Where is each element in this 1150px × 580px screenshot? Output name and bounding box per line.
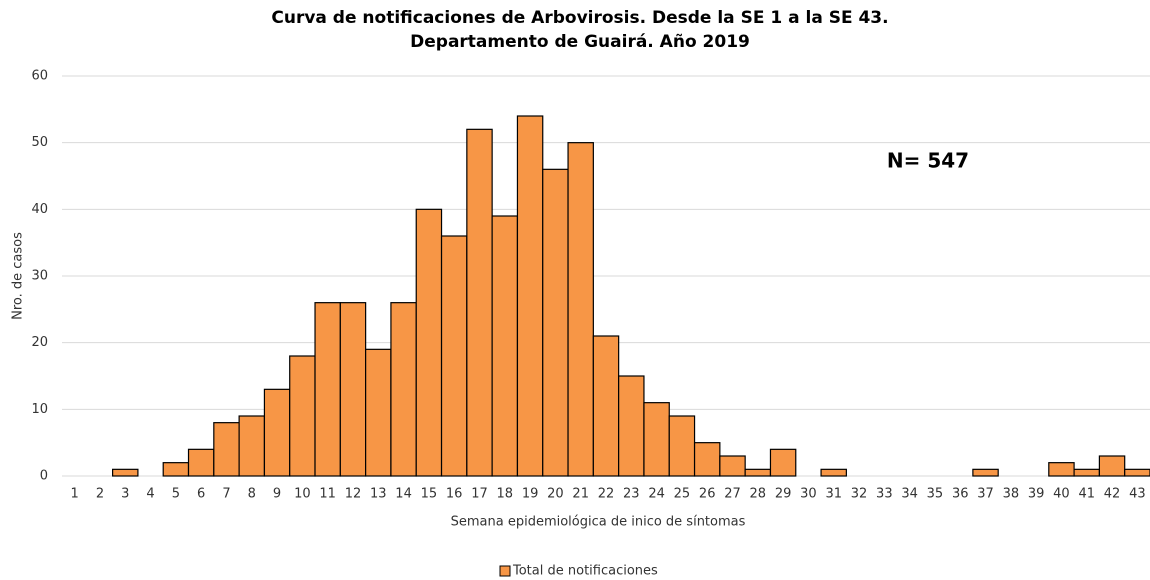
bar (263, 388, 291, 477)
bar (466, 128, 493, 477)
x-tick-label: 43 (1129, 487, 1146, 502)
x-tick-label: 17 (471, 487, 488, 502)
x-tick-label: 30 (800, 487, 817, 502)
bar (365, 348, 392, 477)
bar (112, 468, 139, 477)
x-axis-label: Semana epidemiológica de inico de síntom… (451, 515, 746, 530)
x-tick-label: 37 (977, 487, 994, 502)
bar (693, 442, 721, 477)
x-tick-label: 31 (825, 487, 842, 502)
x-tick-label: 11 (319, 487, 336, 502)
y-tick-label: 40 (31, 202, 48, 217)
y-tick-label: 0 (40, 469, 48, 484)
bar (567, 142, 594, 477)
x-tick-label: 13 (370, 487, 387, 502)
bar (592, 335, 620, 477)
bar (820, 468, 847, 477)
x-tick-label: 36 (952, 487, 969, 502)
x-tick-label: 25 (674, 487, 691, 502)
x-tick-label: 23 (623, 487, 640, 502)
x-tick-label: 2 (96, 487, 104, 502)
bar (1073, 468, 1100, 477)
x-tick-label: 9 (273, 487, 281, 502)
legend-label: Total de notificaciones (512, 564, 658, 579)
bar (415, 208, 443, 477)
bar (1048, 462, 1075, 477)
x-tick-label: 20 (547, 487, 564, 502)
bar (643, 402, 670, 477)
x-tick-label: 28 (750, 487, 767, 502)
y-axis-label: Nro. de casos (11, 232, 26, 320)
y-tick-label: 50 (31, 135, 48, 150)
x-tick-label: 12 (345, 487, 362, 502)
bar (769, 448, 797, 477)
x-tick-label: 18 (497, 487, 514, 502)
x-tick-label: 4 (146, 487, 154, 502)
x-tick-label: 42 (1104, 487, 1121, 502)
x-tick-label: 41 (1078, 487, 1095, 502)
bar (440, 235, 468, 477)
bar (744, 468, 772, 477)
x-tick-label: 24 (648, 487, 665, 502)
bar (719, 455, 746, 477)
bar (1124, 468, 1150, 477)
bar (972, 468, 999, 477)
x-tick-label: 6 (197, 487, 205, 502)
x-tick-label: 7 (222, 487, 230, 502)
bar (162, 462, 190, 477)
x-tick-label: 19 (522, 487, 539, 502)
y-tick-label: 30 (31, 269, 48, 284)
bar (339, 302, 367, 477)
x-tick-label: 1 (71, 487, 79, 502)
bar (238, 415, 266, 477)
x-tick-label: 35 (927, 487, 944, 502)
x-tick-label: 5 (172, 487, 180, 502)
x-tick-label: 27 (724, 487, 741, 502)
chart-title: Curva de notificaciones de Arbovirosis. … (271, 8, 888, 28)
y-tick-label: 20 (31, 335, 48, 350)
bar (314, 302, 341, 477)
bar (516, 115, 544, 477)
x-tick-label: 29 (775, 487, 792, 502)
x-tick-label: 40 (1053, 487, 1070, 502)
bar (187, 448, 215, 477)
x-tick-label: 32 (851, 487, 868, 502)
legend-swatch (499, 565, 511, 577)
chart-title: Departamento de Guairá. Año 2019 (410, 32, 750, 52)
x-tick-label: 39 (1028, 487, 1045, 502)
x-tick-label: 34 (901, 487, 918, 502)
x-tick-label: 38 (1003, 487, 1020, 502)
x-tick-label: 14 (395, 487, 412, 502)
x-tick-label: 22 (598, 487, 615, 502)
bar (491, 215, 519, 477)
x-tick-label: 26 (699, 487, 716, 502)
x-tick-label: 21 (572, 487, 589, 502)
y-tick-label: 60 (31, 69, 48, 84)
bar (213, 422, 240, 477)
bar (668, 415, 696, 477)
y-tick-label: 10 (31, 402, 48, 417)
x-tick-label: 3 (121, 487, 129, 502)
x-tick-label: 8 (248, 487, 256, 502)
x-tick-label: 10 (294, 487, 311, 502)
bar (618, 375, 645, 477)
bar (390, 302, 417, 477)
x-tick-label: 16 (446, 487, 463, 502)
bar (1098, 455, 1126, 477)
x-tick-label: 33 (876, 487, 893, 502)
bar (542, 168, 569, 477)
x-tick-label: 15 (421, 487, 438, 502)
annotation: N= 547 (887, 149, 969, 173)
bar (289, 355, 316, 477)
